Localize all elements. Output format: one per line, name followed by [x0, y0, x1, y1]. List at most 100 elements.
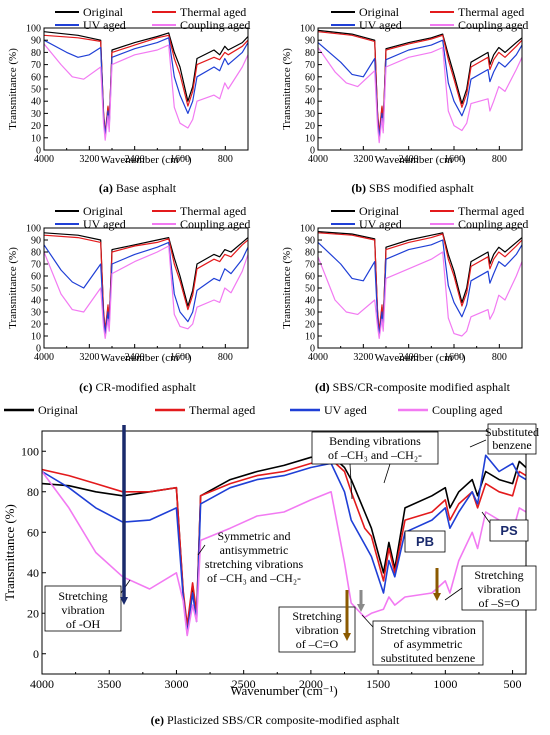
oh-label: vibration — [61, 603, 104, 617]
asym-label: Stretching vibration — [380, 623, 476, 637]
x-tick-label: 800 — [492, 154, 507, 165]
legend-label: Thermal aged — [458, 5, 524, 19]
caption-d: (d) SBS/CR-composite modified asphalt — [315, 380, 510, 394]
y-tick-label: 60 — [31, 272, 41, 283]
pb-label: PB — [416, 534, 434, 549]
legend-label: UV aged — [359, 18, 402, 32]
y-tick-label: 10 — [305, 332, 315, 343]
bending-label-box — [311, 431, 439, 465]
y-tick-label: 90 — [305, 236, 315, 247]
series-line-uv-aged — [44, 241, 248, 335]
oh-label: Stretching — [58, 589, 107, 603]
series-line-thermal-aged — [44, 34, 248, 134]
ps-leader — [481, 511, 491, 524]
legend-label: Thermal aged — [458, 204, 524, 218]
caption-a: (a) Base asphalt — [98, 181, 177, 195]
series-line-coupling-aged — [42, 471, 526, 637]
y-tick-label: 50 — [31, 284, 41, 295]
y-tick-label: 80 — [27, 485, 39, 499]
y-tick-label: 80 — [305, 48, 315, 59]
symmetric-label: Symmetric and — [218, 529, 291, 543]
legend-label: Original — [83, 204, 124, 218]
substituted-label: Substituted — [485, 425, 539, 439]
legend-label: UV aged — [83, 18, 126, 32]
asym-leader — [361, 614, 374, 628]
y-tick-label: 20 — [305, 320, 315, 331]
legend-label: Thermal aged — [180, 5, 246, 19]
chart-panel-d: 4000 3200 2400 1600 800 010203040506070809010… — [281, 204, 528, 364]
legend-label: Original — [38, 403, 79, 417]
symmetric-label: antisymmetric — [220, 543, 289, 557]
y-axis-label: Transmittance (%) — [7, 247, 19, 329]
y-tick-label: 40 — [31, 97, 41, 108]
y-tick-label: 30 — [31, 308, 41, 319]
y-tick-label: 60 — [31, 72, 41, 83]
bending-leader — [349, 463, 353, 500]
y-tick-label: 70 — [305, 260, 315, 271]
y-tick-label: 0 — [310, 344, 315, 355]
asym-label: of asymmetric — [394, 637, 463, 651]
x-tick-label: 2400 — [125, 352, 145, 363]
x-tick-label: 3200 — [353, 352, 373, 363]
y-tick-label: 40 — [305, 296, 315, 307]
y-axis-label: Transmittance (%) — [281, 247, 293, 329]
oh-arrow-head — [120, 597, 128, 605]
x-tick-label: 1600 — [170, 352, 190, 363]
y-tick-label: 20 — [31, 320, 41, 331]
x-tick-label: 4000 — [308, 352, 328, 363]
y-tick-label: 100 — [26, 224, 41, 235]
y-tick-label: 40 — [31, 296, 41, 307]
y-tick-label: 90 — [305, 36, 315, 47]
x-axis-label: Wavenumber (cm⁻¹) — [101, 154, 192, 166]
y-tick-label: 50 — [31, 85, 41, 96]
y-tick-label: 100 — [300, 224, 315, 235]
y-tick-label: 20 — [31, 121, 41, 132]
y-tick-label: 40 — [305, 97, 315, 108]
so-arrow-head — [433, 593, 441, 601]
y-tick-label: 0 — [33, 647, 39, 661]
x-tick-label: 1600 — [170, 154, 190, 165]
y-tick-label: 50 — [305, 284, 315, 295]
plot-frame — [317, 27, 523, 151]
x-tick-label: 3000 — [164, 677, 188, 691]
x-tick-label: 1500 — [366, 677, 390, 691]
x-axis-label: Wavenumber (cm⁻¹) — [101, 352, 192, 364]
x-tick-label: 1600 — [444, 154, 464, 165]
legend-label: Original — [359, 204, 400, 218]
so-label: vibration — [477, 582, 520, 596]
series-line-coupling-aged — [318, 251, 522, 339]
legend-label: Thermal aged — [180, 204, 246, 218]
y-tick-label: 80 — [31, 248, 41, 259]
y-tick-label: 0 — [310, 146, 315, 157]
x-tick-label: 4000 — [308, 154, 328, 165]
y-tick-label: 90 — [31, 236, 41, 247]
legend-label: UV aged — [359, 217, 402, 231]
legend-label: Original — [83, 5, 124, 19]
y-tick-label: 70 — [31, 260, 41, 271]
x-tick-label: 2500 — [232, 677, 256, 691]
co-label: Stretching — [292, 609, 341, 623]
series-line-uv-aged — [42, 454, 526, 635]
series-line-coupling-aged — [44, 245, 248, 339]
caption-c: (c) CR-modified asphalt — [79, 380, 196, 394]
series-group — [318, 231, 522, 339]
chart-panel-c: 4000 3200 2400 1600 800 010203040506070809010… — [7, 204, 250, 364]
chart-panel-e: 4000 3500 3000 2500 2000 1500 1000 500 0 20 40 60 80… — [2, 403, 539, 698]
y-tick-label: 80 — [305, 248, 315, 259]
x-axis-label: Wavenumber (cm⁻¹) — [230, 683, 338, 698]
series-line-coupling-aged — [44, 43, 248, 141]
legend-label: Coupling aged — [180, 18, 250, 32]
so-leader — [444, 587, 463, 601]
co-label-box — [278, 606, 356, 653]
series-line-thermal-aged — [318, 31, 522, 134]
y-tick-label: 100 — [300, 24, 315, 35]
substituted-label-box — [487, 423, 537, 455]
asym-label-box — [372, 620, 484, 666]
series-line-coupling-aged — [318, 46, 522, 144]
series-line-original — [44, 232, 248, 332]
y-tick-label: 30 — [305, 308, 315, 319]
symmetric-label: stretching vibrations — [205, 557, 304, 571]
y-tick-label: 10 — [31, 332, 41, 343]
co-arrow-head — [343, 633, 351, 641]
